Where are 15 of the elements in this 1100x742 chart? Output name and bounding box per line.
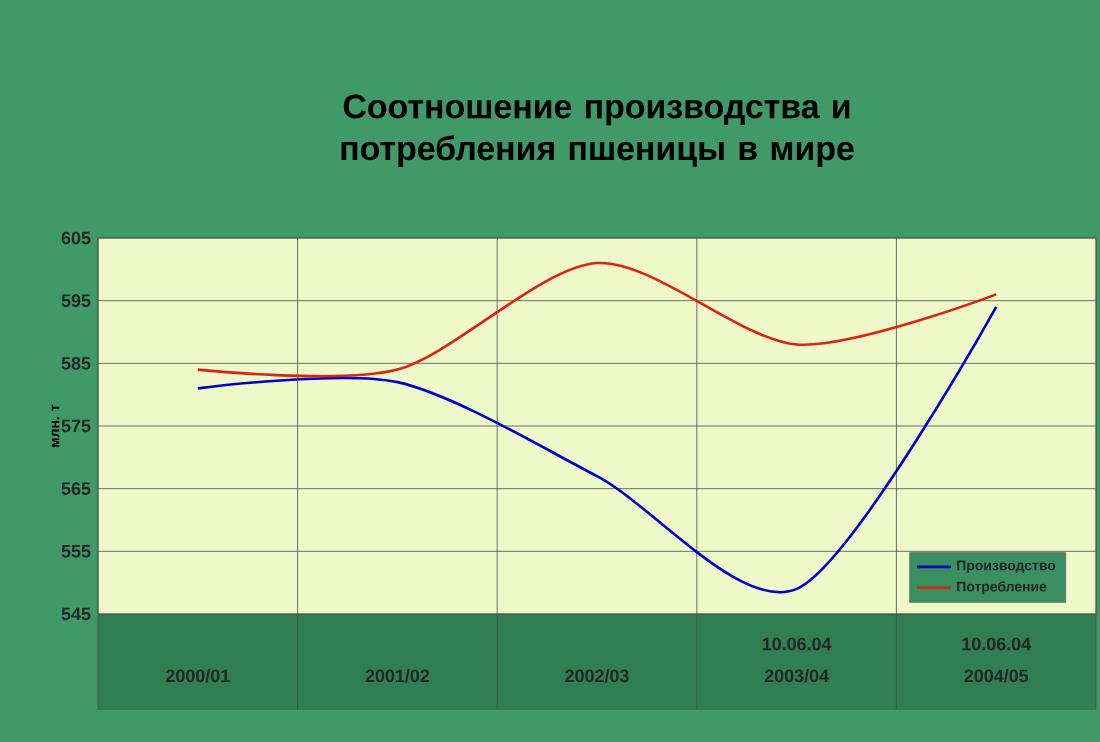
text: 10.06.04: [962, 637, 1032, 651]
x-tick-label: 2000/01: [166, 669, 230, 683]
y-tick-label: 585: [61, 356, 91, 370]
chart-title: Соотношение производства и потребления пшеницы в мире: [341, 94, 854, 168]
y-tick-label: 565: [61, 482, 91, 496]
y-tick-label: 545: [61, 607, 91, 621]
x-tick-label: 2002/03: [565, 669, 629, 683]
y-tick-label: 605: [61, 231, 91, 245]
text: 10.06.04: [762, 637, 832, 651]
x-tick-label: 2003/04: [764, 669, 829, 683]
y-tick-label: 575: [61, 419, 91, 433]
y-tick-label: 555: [61, 545, 91, 558]
x-tick-label: 2001/02: [365, 669, 430, 683]
y-tick-label: 595: [61, 294, 91, 308]
x-tick-label: 2004/05: [964, 669, 1029, 683]
